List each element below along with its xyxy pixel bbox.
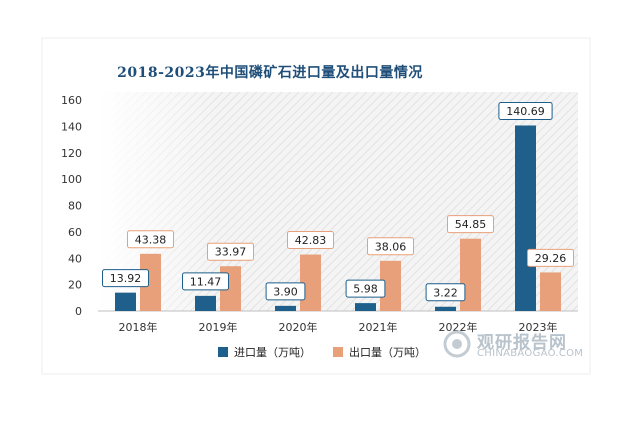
data-label-export: 38.06 (367, 237, 414, 256)
data-label-text: 13.92 (110, 272, 142, 285)
data-label-export: 29.26 (527, 248, 574, 267)
data-label-import: 13.92 (102, 269, 149, 288)
watermark-url: CHINABAOGAO.COM (477, 348, 584, 359)
data-label-text: 43.38 (135, 233, 167, 246)
x-tick-label: 2021年 (359, 320, 398, 334)
data-label-text: 38.06 (375, 240, 407, 253)
data-label-text: 42.83 (295, 234, 327, 247)
data-label-import: 3.90 (265, 282, 306, 301)
y-tick-label: 0 (75, 305, 82, 318)
y-tick-label: 60 (68, 226, 82, 239)
bar-import (275, 305, 296, 311)
data-label-box (127, 230, 174, 249)
bar-import (355, 303, 376, 311)
y-tick-label: 140 (61, 120, 82, 133)
bar-import (195, 295, 216, 311)
bar-export (140, 253, 161, 311)
data-label-text: 140.69 (506, 105, 545, 118)
legend-item-export: 出口量（万吨） (333, 344, 426, 360)
chart-title: 2018-2023年中国磷矿石进口量及出口量情况 (117, 65, 423, 81)
bar-import (515, 125, 536, 312)
data-label-text: 3.90 (273, 285, 298, 298)
data-label-text: 29.26 (535, 252, 567, 265)
data-label-import: 11.47 (182, 272, 229, 291)
x-tick-label: 2019年 (199, 320, 238, 334)
data-label-import: 5.98 (345, 279, 386, 298)
data-label-text: 3.22 (433, 286, 458, 299)
y-tick-label: 20 (68, 279, 82, 292)
legend-label-import: 进口量（万吨） (234, 346, 311, 359)
data-label-export: 33.97 (207, 242, 254, 261)
x-tick-label: 2020年 (279, 320, 318, 334)
data-label-import: 140.69 (498, 101, 553, 120)
bar-export (380, 260, 401, 311)
data-label-box (287, 231, 334, 250)
y-tick-label: 120 (61, 147, 82, 160)
y-tick-label: 100 (61, 173, 82, 186)
legend-label-export: 出口量（万吨） (349, 346, 426, 359)
y-tick-label: 80 (68, 200, 82, 213)
data-label-box (102, 269, 149, 288)
data-label-box (182, 272, 229, 291)
data-label-export: 54.85 (447, 215, 494, 234)
data-label-export: 43.38 (127, 230, 174, 249)
data-label-box (207, 242, 254, 261)
bar-export (540, 272, 561, 311)
data-label-box (498, 101, 553, 120)
y-tick-label: 40 (68, 252, 82, 265)
data-label-box (527, 248, 574, 267)
data-label-box (367, 237, 414, 256)
plot-background-fade (98, 92, 578, 311)
bar-import (115, 292, 136, 311)
watermark-logo-icon (443, 330, 471, 358)
data-label-text: 5.98 (353, 283, 378, 296)
data-label-box (447, 215, 494, 234)
legend-swatch-import (218, 347, 228, 357)
data-label-import: 3.22 (425, 283, 466, 302)
data-label-box (345, 279, 386, 298)
legend: 进口量（万吨） 出口量（万吨） (218, 344, 426, 360)
data-label-text: 33.97 (215, 246, 247, 259)
watermark: 观研报告网 CHINABAOGAO.COM (443, 326, 583, 362)
watermark-brand: 观研报告网 (477, 333, 567, 353)
x-tick-label: 2018年 (119, 320, 158, 334)
bar-import (435, 306, 456, 311)
legend-swatch-export (333, 347, 343, 357)
x-tick-label: 2023年 (519, 320, 558, 334)
data-label-text: 54.85 (455, 218, 487, 231)
data-label-text: 11.47 (190, 275, 222, 288)
legend-item-import: 进口量（万吨） (218, 344, 311, 360)
x-tick-label: 2022年 (439, 320, 478, 334)
data-label-box (425, 283, 466, 302)
data-label-export: 42.83 (287, 231, 334, 250)
y-tick-label: 160 (61, 94, 82, 107)
data-label-box (265, 282, 306, 301)
